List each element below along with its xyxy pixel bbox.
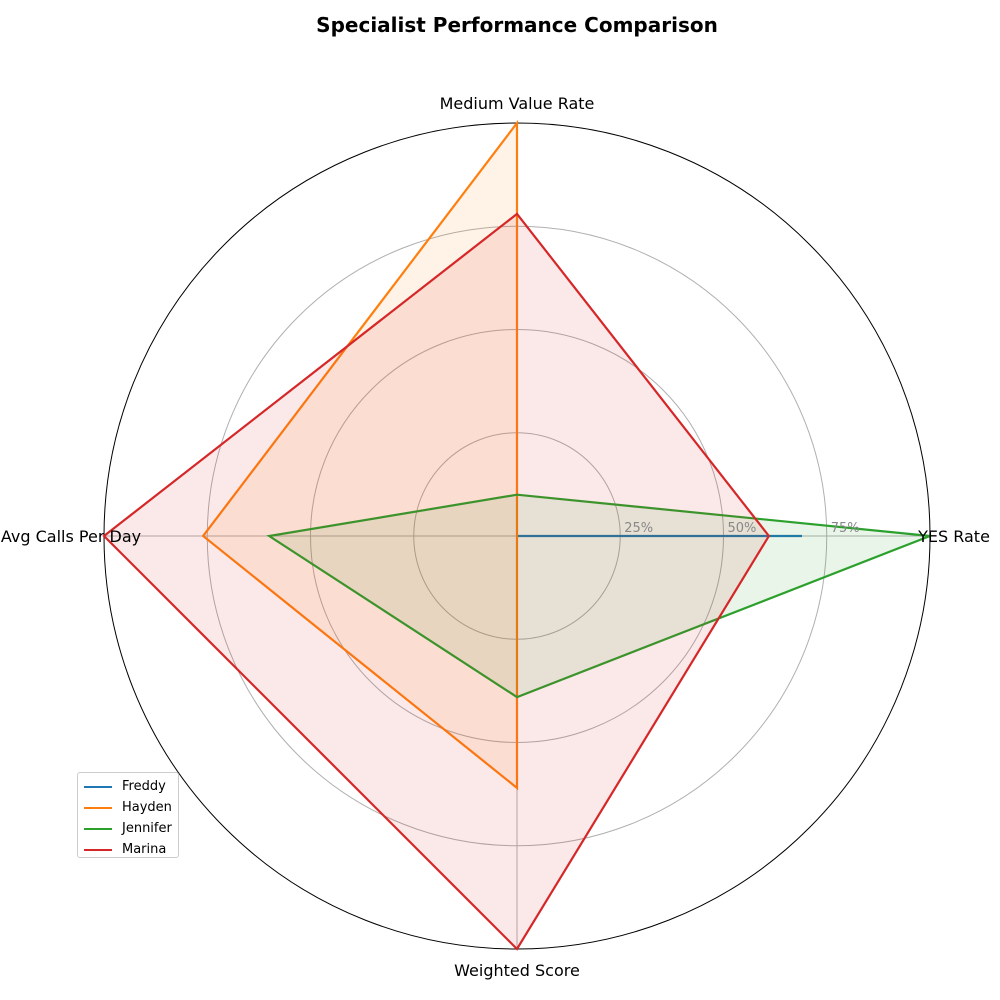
legend-swatch <box>84 785 112 788</box>
axis-label: Weighted Score <box>454 961 580 980</box>
legend-swatch <box>84 848 112 851</box>
tick-label: 25% <box>624 521 653 536</box>
tick-label: 75% <box>831 521 860 536</box>
series-line-marina <box>102 212 771 951</box>
chart-title: Specialist Performance Comparison <box>316 13 718 37</box>
legend-label: Hayden <box>122 800 172 815</box>
series-line-jennifer <box>266 493 931 699</box>
axis-labels: YES Rate Medium Value Rate Avg Calls Per D… <box>1 94 990 980</box>
series-fill-jennifer <box>269 494 930 698</box>
legend-label: Jennifer <box>122 821 172 836</box>
axis-label: Avg Calls Per Day <box>1 527 141 546</box>
legend-item: Hayden <box>78 797 178 818</box>
legend-label: Marina <box>122 842 167 857</box>
legend-swatch <box>84 806 112 809</box>
axis-label: YES Rate <box>917 527 990 546</box>
legend-item: Jennifer <box>78 818 178 839</box>
series-fill-marina <box>104 213 769 949</box>
tick-labels: 25% 50% 75% <box>624 521 859 536</box>
series-layer <box>102 119 931 951</box>
legend-item: Marina <box>78 839 178 860</box>
series-line-hayden <box>201 119 519 791</box>
series-fill-hayden <box>203 123 517 788</box>
tick-label: 50% <box>728 521 757 536</box>
legend: Freddy Hayden Jennifer Marina <box>77 772 179 858</box>
legend-item: Freddy <box>78 776 178 797</box>
axis-label: Medium Value Rate <box>440 94 595 113</box>
legend-label: Freddy <box>122 779 166 794</box>
legend-swatch <box>84 827 112 830</box>
